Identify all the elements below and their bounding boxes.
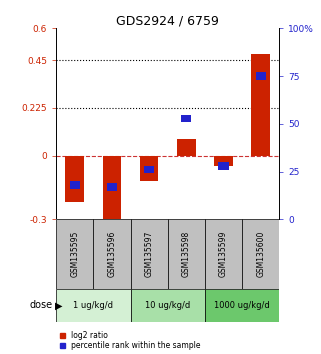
Bar xyxy=(131,289,205,322)
Text: dose: dose xyxy=(30,300,53,310)
Bar xyxy=(177,139,195,156)
Text: 10 ug/kg/d: 10 ug/kg/d xyxy=(145,301,190,310)
Bar xyxy=(131,219,168,289)
Bar xyxy=(256,73,266,80)
Text: GSM135597: GSM135597 xyxy=(145,231,154,277)
Text: GSM135596: GSM135596 xyxy=(108,231,117,277)
Text: ▶: ▶ xyxy=(55,300,62,310)
Bar xyxy=(168,219,205,289)
Bar xyxy=(56,289,131,322)
Bar xyxy=(205,289,279,322)
Text: GSM135600: GSM135600 xyxy=(256,231,265,277)
Bar xyxy=(214,156,233,166)
Bar xyxy=(70,182,80,189)
Bar xyxy=(242,219,279,289)
Bar xyxy=(251,54,270,156)
Text: GSM135598: GSM135598 xyxy=(182,231,191,277)
Bar xyxy=(107,183,117,190)
Bar xyxy=(103,156,121,224)
Bar xyxy=(218,162,229,170)
Text: 1000 ug/kg/d: 1000 ug/kg/d xyxy=(214,301,270,310)
Bar xyxy=(205,219,242,289)
Text: 1 ug/kg/d: 1 ug/kg/d xyxy=(74,301,113,310)
Bar xyxy=(144,166,154,173)
Bar xyxy=(56,219,93,289)
Legend: log2 ratio, percentile rank within the sample: log2 ratio, percentile rank within the s… xyxy=(60,331,201,350)
Title: GDS2924 / 6759: GDS2924 / 6759 xyxy=(116,14,219,27)
Text: GSM135595: GSM135595 xyxy=(70,231,79,277)
Text: GSM135599: GSM135599 xyxy=(219,231,228,277)
Bar xyxy=(181,115,191,122)
Bar xyxy=(140,156,159,181)
Bar xyxy=(93,219,131,289)
Bar xyxy=(65,156,84,202)
